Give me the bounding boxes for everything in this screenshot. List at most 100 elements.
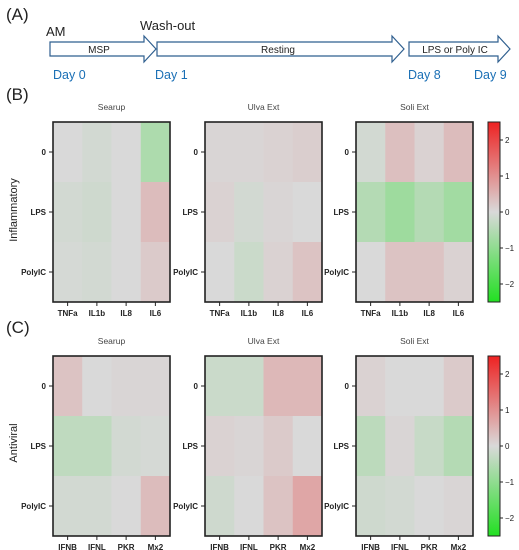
- heatmap-cell: [385, 356, 415, 417]
- colorbar-tick-label: 1: [505, 406, 510, 415]
- heatmap-cell: [356, 356, 386, 417]
- row-label: 0: [42, 382, 47, 391]
- washout-label: Wash-out: [140, 18, 196, 33]
- heatmap-cell: [263, 182, 294, 243]
- heatmap-cell: [205, 122, 235, 183]
- heatmap-cell: [205, 416, 235, 477]
- column-label: IFNB: [361, 543, 380, 550]
- heatmap-cell: [205, 356, 235, 417]
- column-label: IL8: [423, 309, 435, 318]
- column-label: IL1b: [241, 309, 258, 318]
- heatmap-inflammatory-soli: Soli Ext 0 LPS PolyIC TNFa IL1b IL8 IL6: [324, 102, 474, 318]
- heatmap-cell: [414, 356, 445, 417]
- column-label: IFNB: [210, 543, 229, 550]
- am-label: AM: [46, 24, 66, 39]
- colorbar-tick-label: 2: [505, 370, 510, 379]
- heatmap-inflammatory-ulva: Ulva Ext 0 LPS PolyIC TNFa IL1b IL8 IL6: [173, 102, 323, 318]
- arrow-msp-label: MSP: [88, 45, 110, 56]
- colorbar-tick-label: 0: [505, 208, 510, 217]
- heatmap-cell: [263, 242, 294, 303]
- heatmap-cell: [234, 476, 264, 537]
- heatmap-cell: [292, 356, 323, 417]
- heatmap-cell: [443, 182, 474, 243]
- heatmap-title: Searup: [98, 102, 126, 112]
- panel-label-c: (C): [6, 318, 30, 337]
- heatmap-cell: [263, 476, 294, 537]
- heatmap-cell: [292, 416, 323, 477]
- heatmap-cell: [263, 122, 294, 183]
- heatmap-cell: [53, 242, 83, 303]
- heatmap-title: Ulva Ext: [248, 102, 280, 112]
- row-label: LPS: [30, 442, 46, 451]
- row-label: PolyIC: [21, 502, 46, 511]
- column-label: PKR: [118, 543, 135, 550]
- heatmap-cell: [385, 242, 415, 303]
- column-label: TNFa: [361, 309, 382, 318]
- colorbar-tick-label: 2: [505, 136, 510, 145]
- heatmap-cell: [140, 182, 171, 243]
- heatmap-inflammatory-searup: Searup 0 LPS PolyIC TNFa IL1b IL8 IL6: [21, 102, 171, 318]
- arrow-treatment: [408, 34, 511, 64]
- colorbar-gradient: [487, 355, 501, 537]
- panel-label-b: (B): [6, 85, 29, 104]
- column-label: IL6: [150, 309, 162, 318]
- arrow-treatment-label: LPS or Poly IC: [422, 45, 488, 56]
- row-label: 0: [194, 148, 199, 157]
- colorbar-tick-label: −2: [505, 514, 515, 523]
- group-label-antiviral: Antiviral: [8, 423, 20, 462]
- group-label-inflammatory: Inflammatory: [8, 178, 20, 242]
- heatmap-cell: [443, 122, 474, 183]
- heatmap-cell: [53, 476, 83, 537]
- row-label: LPS: [30, 208, 46, 217]
- heatmap-antiviral-searup: Searup 0 LPS PolyIC IFNB IFNL PKR Mx2: [21, 336, 171, 550]
- column-label: IFNB: [58, 543, 77, 550]
- column-label: IL6: [453, 309, 465, 318]
- heatmap-cell: [82, 182, 112, 243]
- arrow-msp: [49, 34, 157, 64]
- heatmap-cell: [82, 416, 112, 477]
- heatmap-cell: [53, 356, 83, 417]
- heatmap-cell: [234, 416, 264, 477]
- heatmap-cell: [111, 476, 142, 537]
- heatmap-cell: [140, 476, 171, 537]
- heatmap-cell: [140, 122, 171, 183]
- row-label: 0: [194, 382, 199, 391]
- arrow-resting: [156, 34, 405, 64]
- heatmap-cell: [234, 242, 264, 303]
- row-label: PolyIC: [173, 268, 198, 277]
- heatmap-title: Ulva Ext: [248, 336, 280, 346]
- heatmap-cell: [414, 242, 445, 303]
- heatmap-cell: [140, 356, 171, 417]
- row-label: PolyIC: [324, 502, 349, 511]
- heatmap-cell: [111, 416, 142, 477]
- heatmap-cell: [111, 182, 142, 243]
- row-label: PolyIC: [173, 502, 198, 511]
- heatmap-cell: [356, 182, 386, 243]
- column-label: IL8: [272, 309, 284, 318]
- heatmap-cell: [205, 182, 235, 243]
- colorbar-gradient: [487, 121, 501, 303]
- day8-label: Day 8: [408, 68, 441, 82]
- colorbar-tick-label: 0: [505, 442, 510, 451]
- heatmap-cell: [443, 476, 474, 537]
- heatmap-cell: [263, 416, 294, 477]
- heatmap-cell: [414, 122, 445, 183]
- heatmap-cell: [414, 476, 445, 537]
- heatmap-title: Searup: [98, 336, 126, 346]
- heatmap-cell: [53, 416, 83, 477]
- heatmap-cell: [82, 122, 112, 183]
- heatmap-cell: [53, 182, 83, 243]
- column-label: TNFa: [58, 309, 79, 318]
- heatmap-title: Soli Ext: [400, 102, 429, 112]
- row-label: LPS: [333, 442, 349, 451]
- colorbar-tick-label: −1: [505, 478, 515, 487]
- heatmap-cell: [443, 356, 474, 417]
- column-label: IFNL: [391, 543, 409, 550]
- heatmap-cell: [414, 182, 445, 243]
- panel-label-a: (A): [6, 5, 29, 24]
- heatmap-cell: [140, 242, 171, 303]
- colorbar-tick-label: −1: [505, 244, 515, 253]
- column-label: PKR: [270, 543, 287, 550]
- heatmap-cell: [414, 416, 445, 477]
- column-label: Mx2: [148, 543, 164, 550]
